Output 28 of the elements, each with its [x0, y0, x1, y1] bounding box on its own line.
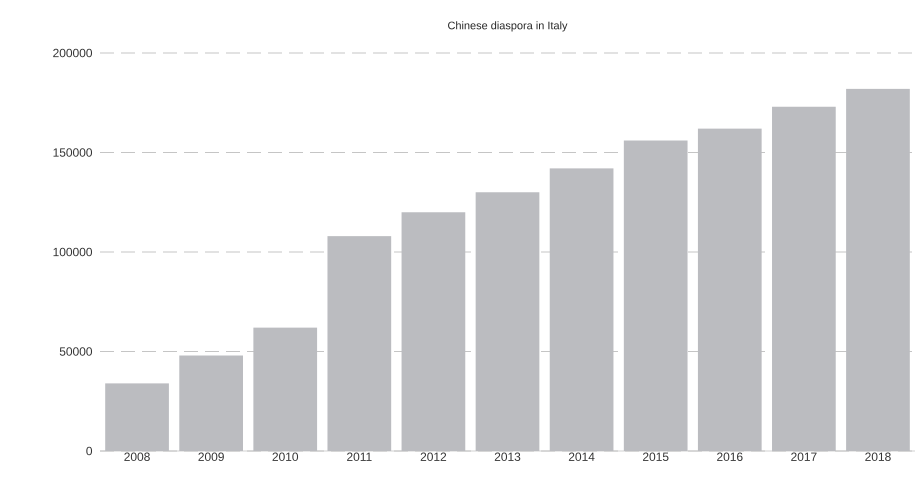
- y-tick-label: 50000: [60, 347, 92, 356]
- x-tick-label: 2016: [717, 452, 743, 461]
- y-tick-label: 0: [86, 446, 92, 456]
- bar: [253, 328, 318, 451]
- x-tick-label: 2018: [865, 452, 891, 461]
- x-tick-label: 2013: [494, 452, 520, 461]
- bar: [846, 88, 910, 451]
- x-tick-label: 2011: [347, 452, 372, 461]
- chart-title: Chinese diaspora in Italy: [448, 21, 568, 32]
- x-tick-label: 2009: [198, 452, 224, 461]
- x-tick-label: 2008: [124, 452, 150, 461]
- y-tick-label: 200000: [53, 48, 92, 58]
- x-tick-label: 2017: [791, 452, 817, 461]
- y-tick-label: 100000: [54, 248, 92, 256]
- x-tick-label: 2010: [272, 452, 298, 461]
- bar: [550, 168, 614, 451]
- x-tick-label: 2012: [420, 452, 446, 461]
- bar: [772, 106, 836, 451]
- x-tick-label: 2015: [642, 452, 668, 461]
- y-tick-label: 150000: [54, 148, 92, 157]
- bar: [402, 212, 466, 451]
- bar: [698, 128, 762, 451]
- bar: [624, 140, 688, 451]
- bar: [327, 236, 392, 451]
- bar: [179, 355, 243, 451]
- bar: [105, 383, 169, 451]
- bar: [476, 192, 540, 451]
- x-tick-label: 2014: [568, 452, 595, 461]
